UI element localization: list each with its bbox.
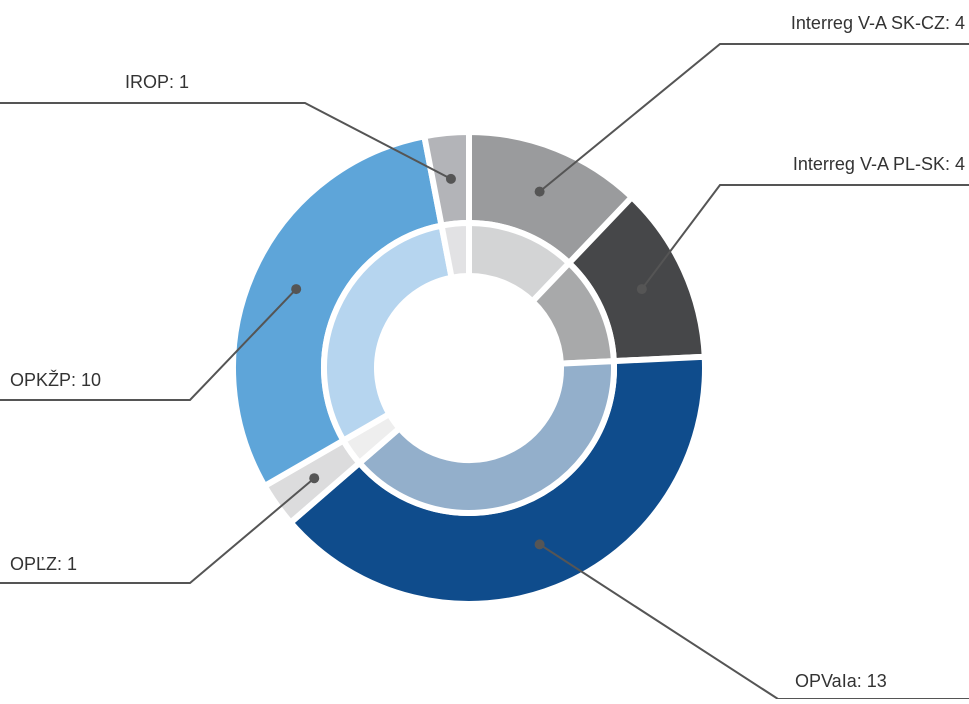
inner-slice bbox=[438, 219, 472, 282]
data-label: OPĽZ: 1 bbox=[10, 554, 77, 574]
data-label: OPVaIa: 13 bbox=[795, 671, 887, 691]
data-label: IROP: 1 bbox=[125, 72, 189, 92]
leader-dot bbox=[534, 186, 545, 197]
leader-dot bbox=[636, 284, 647, 295]
leader-line bbox=[539, 543, 969, 700]
leader-dot bbox=[309, 473, 320, 484]
leader-line bbox=[538, 43, 969, 193]
data-label: Interreg V-A PL-SK: 4 bbox=[793, 154, 965, 174]
leader-dot bbox=[291, 284, 302, 295]
inner-slice bbox=[321, 222, 456, 445]
leader-dot bbox=[445, 173, 456, 184]
data-label: Interreg V-A SK-CZ: 4 bbox=[791, 13, 965, 33]
leader-line bbox=[0, 477, 315, 584]
inner-slice bbox=[355, 357, 617, 516]
leader-line bbox=[0, 288, 297, 401]
leader-dot bbox=[534, 539, 545, 550]
leader-line bbox=[0, 102, 452, 180]
leader-line bbox=[641, 184, 969, 290]
data-label: OPKŽP: 10 bbox=[10, 370, 101, 390]
